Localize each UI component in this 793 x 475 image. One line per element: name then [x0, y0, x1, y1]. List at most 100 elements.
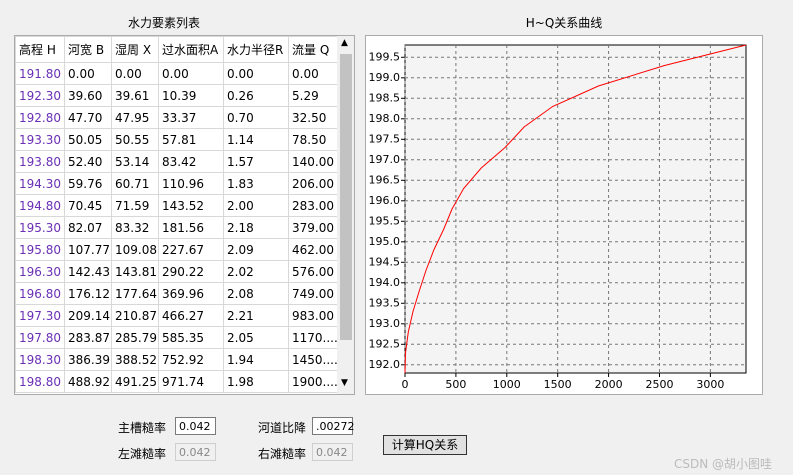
table-cell: 82.07	[64, 216, 112, 239]
field-input: 0.042	[312, 443, 353, 461]
table-row[interactable]: 197.30 209.14 210.87 466.27 2.21 983.00	[15, 304, 338, 327]
table-cell: 33.37	[158, 106, 224, 129]
scrollbar[interactable]: ▲ ▼	[337, 36, 354, 394]
table-row[interactable]: 191.80 0.00 0.00 0.00 0.00 0.00	[15, 62, 338, 85]
table-cell: 749.00	[288, 282, 338, 305]
table-cell: 386.39	[64, 348, 112, 371]
table-cell: 0.00	[158, 62, 224, 85]
table-cell: 576.00	[288, 260, 338, 283]
table-cell: 196.30	[15, 260, 65, 283]
field-input[interactable]: .00272	[312, 417, 355, 435]
table-row[interactable]: 192.30 39.60 39.61 10.39 0.26 5.29	[15, 84, 338, 107]
y-tick-label: 194.5	[369, 255, 401, 268]
table-row[interactable]: 194.30 59.76 60.71 110.96 1.83 206.00	[15, 172, 338, 195]
table-cell: 196.80	[15, 282, 65, 305]
table-cell: 2.18	[223, 216, 289, 239]
table-cell: 47.95	[111, 106, 159, 129]
table-cell: 47.70	[64, 106, 112, 129]
table-cell: 50.55	[111, 128, 159, 151]
table-cell: 140.00	[288, 150, 338, 173]
data-line	[404, 44, 747, 374]
y-tick-label: 195.0	[369, 235, 401, 248]
y-tick-label: 199.5	[369, 50, 401, 63]
table-cell: 752.92	[158, 348, 224, 371]
table-cell: 2.09	[223, 238, 289, 261]
table-cell: 198.80	[15, 370, 65, 393]
y-tick-label: 197.0	[369, 153, 401, 166]
scroll-thumb[interactable]	[340, 54, 352, 340]
table-cell: 83.42	[158, 150, 224, 173]
table-cell: 971.74	[158, 370, 224, 393]
table-cell: 109.08	[111, 238, 159, 261]
table-cell: 197.30	[15, 304, 65, 327]
scroll-up[interactable]: ▲	[341, 38, 348, 48]
x-tick-label: 1500	[544, 378, 572, 391]
table-cell: 210.87	[111, 304, 159, 327]
table-cell: 1.14	[223, 128, 289, 151]
table-row[interactable]: 192.80 47.70 47.95 33.37 0.70 32.50	[15, 106, 338, 129]
table-cell: 192.30	[15, 84, 65, 107]
y-tick-label: 199.0	[369, 71, 401, 84]
field-label: 右滩糙率	[258, 447, 307, 461]
table-title: 水力要素列表	[127, 16, 200, 30]
table-cell: 71.59	[111, 194, 159, 217]
scroll-down[interactable]: ▼	[341, 378, 348, 388]
table-cell: 78.50	[288, 128, 338, 151]
table-row[interactable]: 195.80 107.77 109.08 227.67 2.09 462.00	[15, 238, 338, 261]
table-cell: 369.96	[158, 282, 224, 305]
table-row[interactable]: 193.80 52.40 53.14 83.42 1.57 140.00	[15, 150, 338, 173]
chart-title: H~Q关系曲线	[525, 16, 603, 30]
table-cell: 197.80	[15, 326, 65, 349]
y-tick-label: 198.5	[369, 91, 401, 104]
x-tick-label: 2000	[595, 378, 623, 391]
table-row[interactable]: 196.80 176.12 177.64 369.96 2.08 749.00	[15, 282, 338, 305]
x-tick-label: 0	[402, 378, 409, 391]
field-label: 河道比降	[258, 421, 307, 435]
table-cell: 0.00	[223, 62, 289, 85]
table-row[interactable]: 197.80 283.87 285.79 585.35 2.05 1170....	[15, 326, 338, 349]
table-row[interactable]: 198.30 386.39 388.52 752.92 1.94 1450....	[15, 348, 338, 371]
table-cell: 283.87	[64, 326, 112, 349]
y-tick-label: 192.5	[369, 337, 401, 350]
table-cell: 194.80	[15, 194, 65, 217]
table-cell: 379.00	[288, 216, 338, 239]
y-tick-label: 196.5	[369, 173, 401, 186]
table-row[interactable]: 194.80 70.45 71.59 143.52 2.00 283.00	[15, 194, 338, 217]
x-tick-label: 1000	[493, 378, 521, 391]
table-cell: 107.77	[64, 238, 112, 261]
table-cell: 181.56	[158, 216, 224, 239]
table-cell: 488.92	[64, 370, 112, 393]
table-cell: 0.00	[288, 62, 338, 85]
y-tick-label: 194.0	[369, 276, 401, 289]
plot-area	[404, 44, 747, 374]
table-row[interactable]: 193.30 50.05 50.55 57.81 1.14 78.50	[15, 128, 338, 151]
table-cell: 83.32	[111, 216, 159, 239]
table-row[interactable]: 196.30 142.43 143.81 290.22 2.02 576.00	[15, 260, 338, 283]
y-tick-label: 196.0	[369, 194, 401, 207]
table-cell: 1900....	[288, 370, 338, 393]
y-tick-label: 198.0	[369, 112, 401, 125]
table-cell: 143.81	[111, 260, 159, 283]
table-row[interactable]: 198.80 488.92 491.25 971.74 1.98 1900....	[15, 370, 338, 393]
table-cell: 50.05	[64, 128, 112, 151]
field-label: 左滩糙率	[118, 447, 167, 461]
compute-button[interactable]: 计算HQ关系	[383, 435, 467, 455]
table-cell: 194.30	[15, 172, 65, 195]
header-row: 高程 H 河宽 B 湿周 X 过水面积A 水力半径R 流量 Q	[15, 36, 338, 63]
table-cell: 2.02	[223, 260, 289, 283]
table-row[interactable]: 195.30 82.07 83.32 181.56 2.18 379.00	[15, 216, 338, 239]
table-cell: 2.21	[223, 304, 289, 327]
field-input[interactable]: 0.042	[175, 417, 216, 435]
table-cell: 176.12	[64, 282, 112, 305]
y-tick-label: 197.5	[369, 132, 401, 145]
table-cell: 10.39	[158, 84, 224, 107]
table-cell: 143.52	[158, 194, 224, 217]
table-cell: 1170....	[288, 326, 338, 349]
table-cell: 52.40	[64, 150, 112, 173]
table-cell: 983.00	[288, 304, 338, 327]
table-cell: 209.14	[64, 304, 112, 327]
table-cell: 193.30	[15, 128, 65, 151]
table-cell: 70.45	[64, 194, 112, 217]
table-cell: 388.52	[111, 348, 159, 371]
table-cell: 60.71	[111, 172, 159, 195]
